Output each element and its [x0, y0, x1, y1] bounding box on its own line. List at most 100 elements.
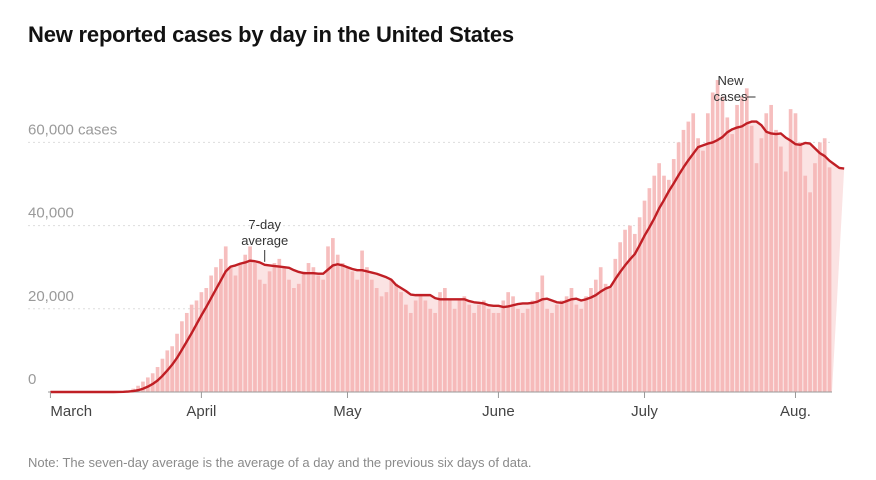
- case-bar: [822, 138, 827, 392]
- x-tick-label: June: [482, 403, 515, 420]
- case-bar: [413, 300, 418, 392]
- case-bar: [350, 271, 355, 392]
- case-bar: [306, 263, 311, 392]
- case-bar: [696, 138, 700, 392]
- case-bar: [170, 346, 175, 392]
- case-bar: [219, 258, 223, 392]
- case-bar: [253, 263, 257, 392]
- y-tick-label: 0: [28, 371, 36, 388]
- case-bar: [443, 288, 447, 392]
- case-bar: [238, 263, 243, 392]
- case-bar: [730, 134, 735, 392]
- case-bar: [647, 188, 652, 392]
- case-bar: [316, 275, 321, 392]
- case-bar: [705, 113, 710, 392]
- case-bar: [496, 312, 501, 392]
- chart-note: Note: The seven-day average is the avera…: [28, 455, 532, 470]
- case-bar: [214, 267, 218, 392]
- case-bar: [623, 229, 627, 392]
- case-bar: [735, 104, 739, 393]
- case-bar: [657, 163, 661, 392]
- case-bar: [287, 279, 291, 392]
- case-bar: [662, 175, 666, 392]
- case-bar: [516, 308, 520, 392]
- case-bar: [491, 312, 496, 392]
- case-bar: [233, 275, 238, 392]
- case-bar: [774, 129, 778, 393]
- case-bar: [740, 96, 744, 392]
- case-bar: [564, 296, 569, 392]
- case-bar: [384, 292, 389, 392]
- case-bar: [559, 300, 564, 392]
- case-bar: [501, 300, 506, 392]
- case-bar: [754, 163, 759, 392]
- case-bar: [598, 267, 603, 392]
- y-tick-label: 60,000 cases: [28, 121, 117, 138]
- case-bar: [511, 296, 515, 392]
- y-tick-label: 40,000: [28, 205, 74, 222]
- case-bar: [447, 300, 452, 392]
- case-bar: [793, 113, 798, 392]
- case-bar: [428, 308, 433, 392]
- case-bar: [209, 275, 213, 392]
- case-bar: [817, 142, 822, 392]
- average-line: [50, 120, 845, 394]
- case-bar: [710, 92, 715, 392]
- case-bar: [292, 288, 296, 392]
- case-bar: [404, 304, 408, 392]
- x-tick-label: March: [50, 403, 92, 420]
- case-bar: [462, 296, 467, 392]
- case-bar: [569, 288, 574, 392]
- case-bar: [535, 292, 540, 392]
- case-bar: [676, 142, 681, 392]
- case-bar: [749, 125, 754, 392]
- case-bar: [618, 242, 623, 392]
- case-bar: [769, 104, 773, 393]
- case-bar: [321, 279, 325, 392]
- case-bar: [589, 288, 593, 392]
- case-bar: [194, 300, 199, 392]
- case-bar: [243, 254, 248, 392]
- case-bar: [331, 238, 335, 392]
- case-bar: [408, 312, 413, 392]
- case-bar: [335, 254, 340, 392]
- case-bar: [326, 246, 330, 392]
- case-bar: [637, 217, 642, 392]
- case-bar: [141, 381, 145, 392]
- case-bar: [681, 129, 686, 393]
- case-bar: [394, 283, 399, 392]
- case-bar: [671, 159, 676, 392]
- case-bar: [360, 250, 364, 392]
- case-bar: [433, 312, 437, 392]
- case-bar: [603, 283, 608, 392]
- case-bar: [438, 292, 442, 392]
- case-bar: [628, 225, 632, 392]
- case-bar: [525, 308, 530, 392]
- case-bar: [584, 296, 588, 392]
- case-bar: [788, 109, 793, 393]
- case-bar: [175, 333, 179, 392]
- case-bar: [257, 279, 262, 392]
- case-bar: [759, 138, 764, 392]
- case-bar: [783, 171, 788, 392]
- case-bar: [423, 300, 428, 392]
- case-bar: [272, 263, 277, 392]
- case-bar: [452, 308, 457, 392]
- annotation-average-line1: 7-day: [248, 217, 281, 232]
- case-bar: [764, 113, 769, 392]
- case-bar: [204, 288, 209, 392]
- case-bar: [472, 312, 476, 392]
- case-bar: [365, 267, 369, 392]
- case-bar: [667, 179, 671, 392]
- case-bar: [301, 271, 306, 392]
- case-bar: [715, 80, 720, 392]
- case-bar: [184, 312, 189, 392]
- case-bar: [744, 88, 749, 392]
- case-bar: [267, 271, 272, 392]
- case-bar: [813, 163, 817, 392]
- case-bar: [355, 279, 360, 392]
- case-bar: [803, 175, 808, 392]
- case-bar: [136, 385, 140, 392]
- case-bar: [262, 283, 267, 392]
